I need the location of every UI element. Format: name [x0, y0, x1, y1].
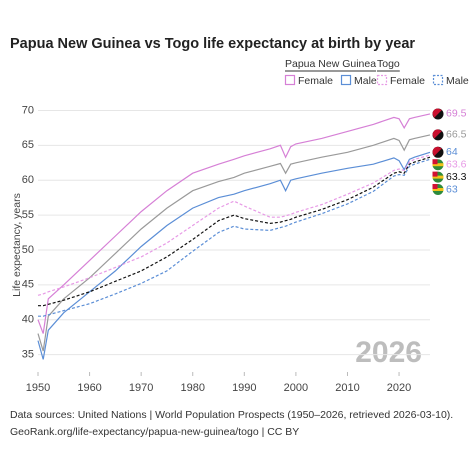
- legend-label: Female: [390, 75, 425, 87]
- end-label: 63.6: [432, 158, 467, 170]
- y-tick-label: 70: [22, 104, 34, 116]
- x-tick-label: 2000: [284, 382, 308, 394]
- end-label: 66.5: [432, 129, 467, 141]
- flag-icon: [432, 171, 438, 177]
- end-value-label: 64: [446, 146, 458, 158]
- end-value-label: 63.6: [446, 158, 467, 170]
- flag-icon: [432, 175, 444, 179]
- year-annotation: 2026: [355, 336, 422, 369]
- x-tick-label: 1960: [77, 382, 101, 394]
- legend-group-title: Togo: [377, 58, 400, 70]
- flag-icon: [432, 146, 442, 157]
- x-tick-label: 1970: [129, 382, 153, 394]
- legend-group-title: Papua New Guinea: [285, 58, 376, 70]
- y-tick-label: 65: [22, 139, 34, 151]
- flag-icon: [432, 129, 442, 139]
- y-axis-label: Life expectancy, years: [11, 193, 23, 297]
- x-tick-label: 2010: [335, 382, 359, 394]
- legend-swatch: [376, 74, 388, 86]
- legend-label: Male: [446, 75, 469, 87]
- series-line: [37, 134, 431, 352]
- end-value-label: 63: [446, 183, 458, 195]
- flag-icon: [432, 108, 442, 118]
- flag-icon: [432, 184, 438, 190]
- end-value-label: 66.5: [446, 129, 467, 141]
- x-tick-label: 2020: [387, 382, 411, 394]
- y-tick-label: 40: [22, 314, 34, 326]
- end-value-label: 69.5: [446, 108, 467, 120]
- series-line: [38, 156, 431, 307]
- y-tick-label: 60: [22, 174, 34, 186]
- end-label: 69.5: [432, 108, 467, 120]
- x-tick-label: 1990: [232, 382, 256, 394]
- y-tick-label: 55: [22, 209, 34, 221]
- series-line: [37, 113, 431, 334]
- y-tick-label: 50: [22, 244, 34, 256]
- legend-swatch: [340, 74, 352, 86]
- y-tick-label: 35: [22, 348, 34, 360]
- y-tick-label: 45: [22, 279, 34, 291]
- legend-swatch: [432, 74, 444, 86]
- x-tick-label: 1980: [180, 382, 204, 394]
- chart-title: Papua New Guinea vs Togo life expectancy…: [10, 36, 415, 52]
- source-text: Data sources: United Nations | World Pop…: [10, 409, 453, 421]
- series-line: [38, 158, 431, 317]
- end-label: 63: [432, 183, 458, 195]
- flag-icon: [432, 163, 444, 167]
- end-value-label: 63.3: [446, 171, 467, 183]
- flag-icon: [432, 159, 438, 165]
- flag-icon: [432, 188, 444, 192]
- x-tick-label: 1950: [26, 382, 50, 394]
- series-line: [37, 151, 431, 360]
- legend-label: Male: [354, 75, 377, 87]
- series-line: [37, 154, 431, 296]
- end-label: 64: [432, 146, 458, 158]
- legend-swatch: [284, 74, 296, 86]
- source-text: GeoRank.org/life-expectancy/papua-new-gu…: [10, 426, 299, 438]
- end-label: 63.3: [432, 171, 467, 183]
- legend-label: Female: [298, 75, 333, 87]
